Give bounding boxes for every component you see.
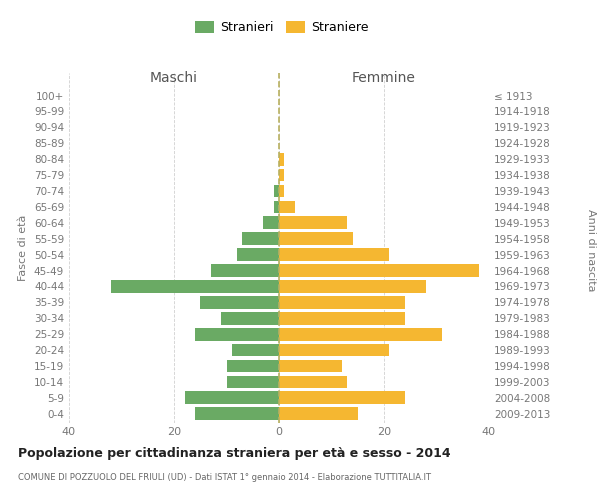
Bar bbox=[279, 296, 405, 308]
Bar bbox=[279, 344, 389, 356]
Text: Popolazione per cittadinanza straniera per età e sesso - 2014: Popolazione per cittadinanza straniera p… bbox=[18, 448, 451, 460]
Bar bbox=[279, 200, 295, 213]
Bar bbox=[279, 216, 347, 229]
Bar bbox=[279, 153, 284, 166]
Bar bbox=[279, 312, 405, 324]
Bar bbox=[279, 328, 442, 340]
Bar bbox=[274, 200, 279, 213]
Bar bbox=[237, 248, 279, 261]
Bar bbox=[279, 248, 389, 261]
Bar bbox=[279, 169, 284, 181]
Bar bbox=[227, 376, 279, 388]
Bar bbox=[279, 376, 347, 388]
Bar bbox=[279, 184, 284, 198]
Bar bbox=[263, 216, 279, 229]
Bar bbox=[227, 360, 279, 372]
Bar bbox=[221, 312, 279, 324]
Text: Maschi: Maschi bbox=[150, 71, 198, 85]
Bar bbox=[279, 360, 342, 372]
Bar bbox=[274, 184, 279, 198]
Bar bbox=[232, 344, 279, 356]
Bar bbox=[185, 392, 279, 404]
Text: COMUNE DI POZZUOLO DEL FRIULI (UD) - Dati ISTAT 1° gennaio 2014 - Elaborazione T: COMUNE DI POZZUOLO DEL FRIULI (UD) - Dat… bbox=[18, 472, 431, 482]
Bar bbox=[195, 408, 279, 420]
Legend: Stranieri, Straniere: Stranieri, Straniere bbox=[190, 16, 374, 40]
Bar bbox=[242, 232, 279, 245]
Bar bbox=[279, 392, 405, 404]
Text: Anni di nascita: Anni di nascita bbox=[586, 209, 596, 291]
Bar bbox=[111, 280, 279, 293]
Bar bbox=[211, 264, 279, 277]
Bar bbox=[200, 296, 279, 308]
Bar bbox=[279, 408, 358, 420]
Bar bbox=[279, 280, 426, 293]
Bar bbox=[279, 232, 353, 245]
Y-axis label: Fasce di età: Fasce di età bbox=[19, 214, 28, 280]
Text: Femmine: Femmine bbox=[352, 71, 416, 85]
Bar bbox=[195, 328, 279, 340]
Bar bbox=[279, 264, 479, 277]
